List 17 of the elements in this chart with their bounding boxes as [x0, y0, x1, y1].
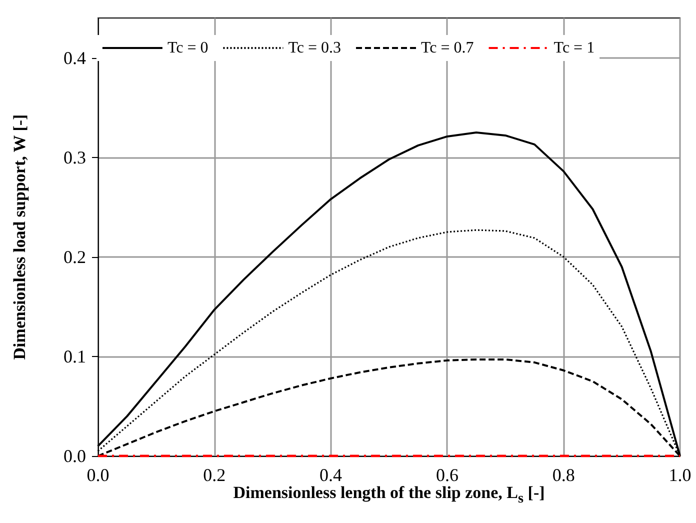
legend-label: Tc = 0	[167, 40, 208, 56]
y-axis-title: Dimensionless load support, W [-]	[10, 114, 29, 360]
legend-label: Tc = 0.3	[288, 40, 341, 56]
x-tick-label: 1.0	[668, 465, 692, 485]
x-tick-label: 0.6	[436, 465, 458, 485]
x-tick-label: 0.4	[320, 465, 342, 485]
x-axis-title: Dimensionless length of the slip zone, L$_{s}$ [-]	[233, 483, 545, 506]
y-tick-label: 0.2	[64, 246, 86, 267]
y-tick-label: 0.3	[64, 147, 86, 168]
legend-label: Tc = 1	[554, 40, 595, 56]
y-tick-label: 0.1	[64, 346, 86, 366]
y-tick-label: 0.4	[64, 48, 86, 68]
legend-label: Tc = 0.7	[421, 40, 474, 56]
x-tick-label: 0.2	[203, 465, 226, 485]
x-tick-label: 0.8	[552, 465, 575, 485]
x-tick-label: 0.0	[86, 465, 110, 485]
y-tick-label: 0.0	[64, 446, 86, 466]
